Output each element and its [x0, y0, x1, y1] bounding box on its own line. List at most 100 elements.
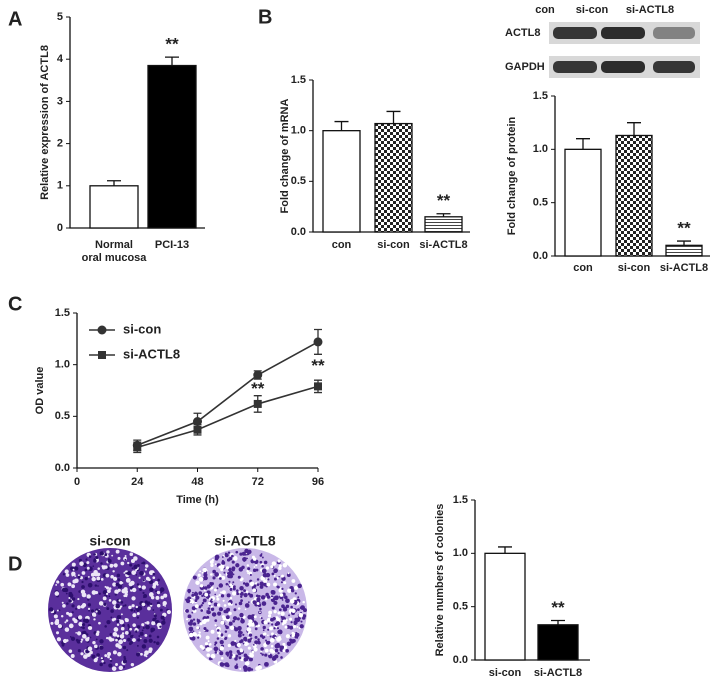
- colony: [81, 571, 86, 575]
- colony: [87, 607, 91, 610]
- colony: [64, 627, 70, 632]
- colony: [246, 569, 250, 573]
- colony: [243, 636, 248, 642]
- colony: [297, 596, 300, 599]
- colony: [144, 621, 147, 624]
- colony: [132, 623, 136, 627]
- colony: [116, 619, 120, 623]
- colony: [192, 591, 194, 594]
- colony: [220, 564, 225, 570]
- colony: [93, 644, 98, 649]
- colony: [273, 600, 278, 606]
- colony: [58, 609, 61, 612]
- colony: [71, 597, 76, 601]
- colony: [218, 634, 221, 638]
- colony: [255, 568, 259, 572]
- colony: [210, 598, 213, 601]
- colony: [131, 570, 137, 575]
- colony: [210, 605, 213, 608]
- colony: [221, 615, 225, 619]
- colony: [195, 634, 198, 636]
- colony: [85, 558, 88, 561]
- colony: [199, 584, 204, 588]
- colony: [199, 622, 203, 626]
- colony: [244, 603, 250, 608]
- colony: [216, 597, 220, 601]
- y-tick-label: 0.5: [55, 410, 70, 422]
- colony: [195, 580, 200, 585]
- marker: [253, 399, 262, 408]
- colony: [153, 614, 157, 618]
- y-tick-label: 1.5: [453, 494, 468, 506]
- colony: [87, 598, 90, 601]
- colony: [124, 617, 128, 621]
- colony: [242, 556, 247, 562]
- colony: [241, 641, 243, 643]
- colony: [226, 664, 230, 668]
- colony: [224, 636, 228, 640]
- x-tick-label: 24: [131, 476, 144, 488]
- x-tick-label: 0: [74, 476, 80, 488]
- colony: [220, 663, 224, 667]
- colony: [228, 611, 232, 616]
- colony: [98, 592, 101, 595]
- colony: [230, 641, 236, 646]
- colony: [188, 591, 191, 594]
- colony: [285, 598, 288, 601]
- colony: [282, 642, 286, 646]
- colony: [156, 635, 160, 639]
- colony: [106, 620, 111, 625]
- colony: [232, 616, 238, 621]
- colony: [270, 597, 276, 603]
- colony: [249, 573, 252, 576]
- colony: [282, 619, 287, 625]
- colony: [75, 638, 79, 642]
- colony: [107, 558, 111, 561]
- colony: [135, 652, 141, 657]
- colony: [71, 562, 76, 567]
- colony: [244, 661, 250, 666]
- error-bar: [551, 619, 565, 625]
- panel-letter: D: [8, 553, 22, 575]
- colony: [221, 644, 224, 647]
- x-tick-label: 48: [191, 476, 203, 488]
- colony: [280, 620, 283, 623]
- colony: [104, 654, 108, 658]
- colony: [120, 605, 123, 608]
- colony: [192, 622, 197, 626]
- colony: [160, 591, 163, 594]
- colony: [267, 634, 269, 637]
- colony: [259, 560, 263, 564]
- colony: [147, 578, 151, 582]
- colony: [259, 607, 262, 611]
- colony: [159, 608, 163, 612]
- colony: [149, 587, 154, 592]
- colony: [287, 572, 290, 575]
- colony: [269, 648, 274, 653]
- colony: [245, 642, 249, 646]
- colony: [89, 636, 92, 639]
- colony: [111, 638, 115, 642]
- colony: [73, 619, 78, 624]
- colony: [283, 581, 287, 585]
- colony: [273, 582, 278, 587]
- image-label: si-con: [89, 533, 130, 549]
- colony: [256, 583, 260, 586]
- colony: [144, 600, 148, 604]
- colony: [280, 581, 283, 584]
- colony: [220, 620, 225, 625]
- colony: [282, 562, 288, 568]
- colony: [218, 593, 221, 597]
- colony: [225, 566, 230, 570]
- colony: [252, 557, 257, 561]
- colony: [277, 652, 280, 655]
- colony: [289, 617, 293, 621]
- colony: [280, 656, 283, 659]
- colony: [149, 604, 153, 607]
- bar: [615, 134, 653, 257]
- colony: [103, 602, 107, 606]
- x-tick-label: con: [332, 239, 352, 251]
- colony: [247, 646, 251, 650]
- colony: [264, 642, 267, 645]
- annotation: **: [551, 598, 565, 617]
